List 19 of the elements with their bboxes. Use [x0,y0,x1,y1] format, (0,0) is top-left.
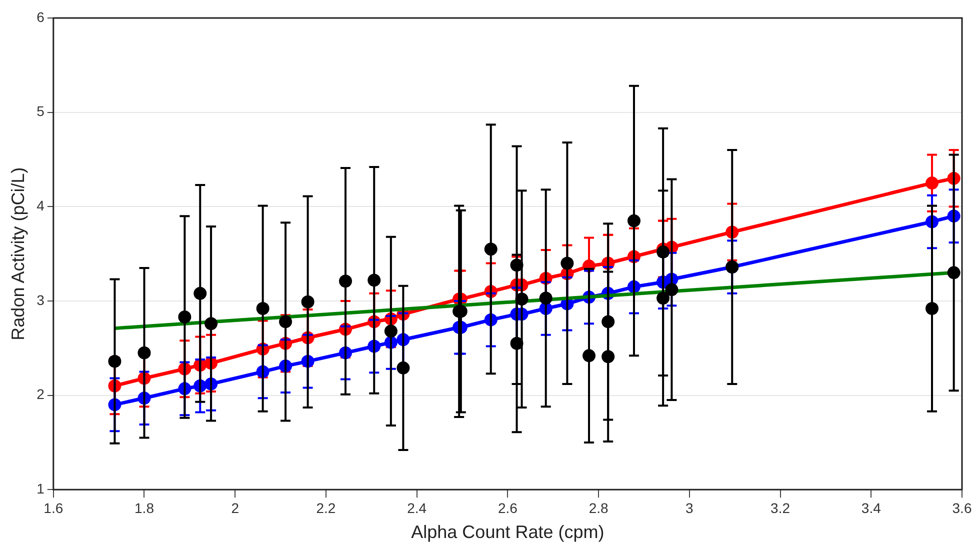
y-tick-label: 5 [36,103,45,120]
y-tick-label: 2 [36,386,45,402]
x-tick-label: 2 [231,500,240,516]
y-axis-title: Radon Activity (pCi/L) [8,167,28,340]
y-tick-label: 4 [36,198,45,214]
x-tick-label: 2.2 [316,500,336,516]
x-tick-label: 2.4 [407,500,427,516]
x-tick-label: 3 [686,500,694,516]
x-tick-label: 2.8 [588,500,608,516]
x-tick-label: 1.6 [44,500,64,516]
y-tick-label: 3 [36,292,45,308]
x-tick-label: 3.4 [861,500,882,516]
y-tick-label: 1 [36,480,45,496]
x-tick-label: 1.8 [134,500,154,516]
x-tick-label: 3.6 [952,500,972,516]
x-tick-label: 3.2 [770,500,790,516]
x-tick-label: 2.6 [498,500,518,516]
y-tick-label: 6 [36,8,45,25]
x-axis-title: Alpha Count Rate (cpm) [411,522,604,542]
